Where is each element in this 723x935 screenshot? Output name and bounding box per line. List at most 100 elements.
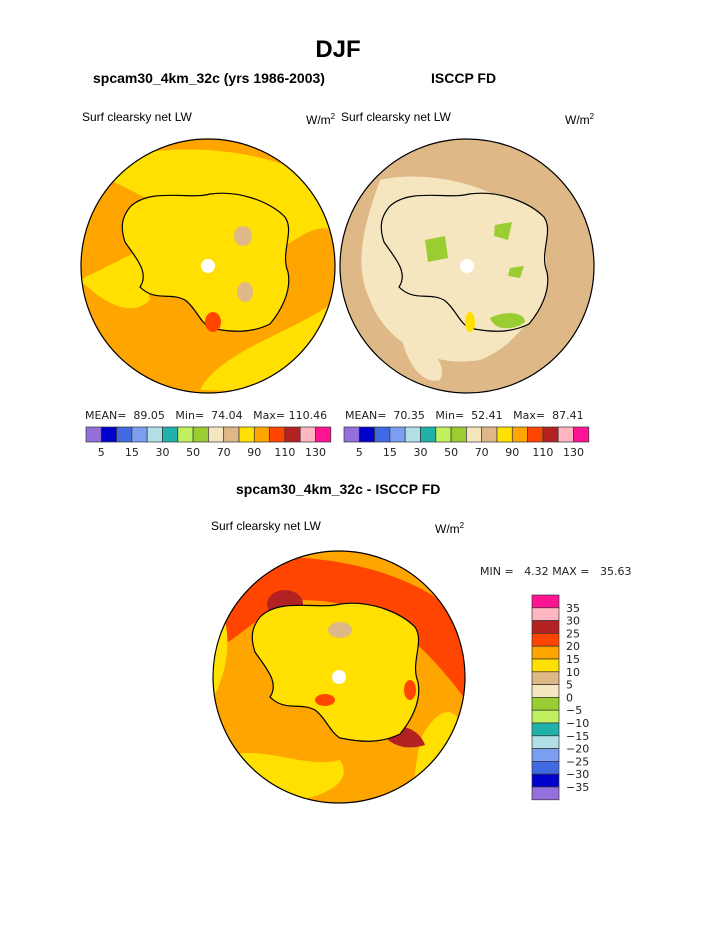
colorbar-label: −25 (566, 755, 589, 768)
colorbar-label: −15 (566, 730, 589, 743)
colorbar-label: 110 (532, 446, 553, 459)
colorbar-swatch (531, 786, 560, 801)
colorbar-label: 50 (186, 446, 200, 459)
colorbar-swatch (116, 426, 133, 443)
colorbar-swatch (374, 426, 391, 443)
colorbar-swatch (542, 426, 559, 443)
colorbar-swatch (531, 594, 560, 609)
colorbar-label: 30 (414, 446, 428, 459)
colorbar-swatch (315, 426, 332, 443)
colorbar-swatch (511, 426, 528, 443)
colorbar-swatch (531, 671, 560, 685)
colorbar-label: 130 (305, 446, 326, 459)
panel3-title: spcam30_4km_32c - ISCCP FD (236, 481, 441, 497)
colorbar-swatch (450, 426, 467, 443)
colorbar-swatch (162, 426, 179, 443)
colorbar-swatch (531, 748, 560, 762)
colorbar-label: 10 (566, 666, 580, 679)
colorbar-label: 20 (566, 640, 580, 653)
colorbar-swatch (466, 426, 483, 443)
colorbar-label: 15 (566, 653, 580, 666)
colorbar-swatch (253, 426, 270, 443)
panel1-variable: Surf clearsky net LW (82, 110, 192, 124)
colorbar-swatch (531, 658, 560, 673)
colorbar-swatch (531, 607, 560, 621)
colorbar-swatch (100, 426, 117, 443)
colorbar-label: −5 (566, 704, 582, 717)
colorbar-label: 50 (444, 446, 458, 459)
colorbar-swatch (177, 426, 194, 443)
colorbar-swatch (531, 645, 560, 660)
colorbar-swatch (420, 426, 437, 443)
colorbar-swatch (284, 426, 301, 443)
colorbar-swatch (496, 426, 513, 443)
colorbar-swatch (238, 426, 255, 443)
colorbar-swatch (435, 426, 452, 443)
colorbar-swatch (527, 426, 544, 443)
model-map (81, 139, 335, 393)
colorbar-swatch (531, 684, 560, 698)
colorbar-label: 5 (98, 446, 105, 459)
panel1-title: spcam30_4km_32c (yrs 1986-2003) (93, 70, 325, 86)
map1-border (80, 138, 336, 394)
colorbar-label: 70 (475, 446, 489, 459)
colorbar-swatch (404, 426, 421, 443)
colorbar-swatch (358, 426, 375, 443)
colorbar-swatch (531, 697, 560, 711)
colorbar-swatch (531, 735, 560, 749)
figure-title: DJF (315, 36, 361, 63)
map3-border (212, 550, 466, 804)
colorbar-label: −20 (566, 743, 589, 756)
colorbar-swatch (343, 426, 360, 443)
colorbar-swatch (146, 426, 163, 443)
pole-marker (460, 259, 474, 273)
colorbar-label: 15 (125, 446, 139, 459)
colorbar-label: 30 (566, 615, 580, 628)
colorbar-swatch (573, 426, 590, 443)
panel1-units: W/m2 (306, 112, 336, 127)
panel2-units: W/m2 (565, 112, 595, 127)
colorbar-swatch (531, 773, 560, 788)
colorbar-label: 0 (566, 691, 573, 704)
colorbar-label: 5 (356, 446, 363, 459)
colorbar-obs: 5 15 30 50 70 90 110 130 (343, 426, 590, 459)
panel3-variable: Surf clearsky net LW (211, 519, 321, 533)
colorbar-label: 90 (505, 446, 519, 459)
colorbar-swatch (481, 426, 498, 443)
panel1-stats: MEAN= 89.05 Min= 74.04 Max= 110.46 (85, 409, 328, 422)
colorbar-swatch (531, 761, 560, 775)
colorbar-label: −35 (566, 781, 589, 794)
colorbar-swatch (85, 426, 102, 443)
colorbar-label: 130 (563, 446, 584, 459)
panel2-title: ISCCP FD (431, 70, 497, 86)
colorbar-model: 5 15 30 50 70 90 110 130 (85, 426, 332, 459)
colorbar-swatch (531, 620, 560, 634)
colorbar-label: −10 (566, 717, 589, 730)
colorbar-label: 35 (566, 602, 580, 615)
colorbar-label: 110 (274, 446, 295, 459)
colorbar-label: 5 (566, 679, 573, 692)
colorbar-swatch (223, 426, 240, 443)
colorbar-label: 15 (383, 446, 397, 459)
colorbar-label: 25 (566, 627, 580, 640)
colorbar-label: 70 (217, 446, 231, 459)
colorbar-swatch (389, 426, 406, 443)
colorbar-swatch (531, 633, 560, 647)
colorbar-swatch (192, 426, 209, 443)
panel2-variable: Surf clearsky net LW (341, 110, 451, 124)
colorbar-swatch (269, 426, 286, 443)
panel2-stats: MEAN= 70.35 Min= 52.41 Max= 87.41 (345, 409, 584, 422)
colorbar-swatch (299, 426, 316, 443)
pole-marker (332, 670, 346, 684)
colorbar-label: 90 (247, 446, 261, 459)
colorbar-label: −30 (566, 768, 589, 781)
colorbar-swatch (557, 426, 574, 443)
panel3-units: W/m2 (435, 521, 465, 536)
colorbar-swatch (531, 709, 560, 724)
colorbar-label: 30 (156, 446, 170, 459)
map2-border (339, 138, 595, 394)
panel3-stats: MIN = 4.32 MAX = 35.63 (480, 565, 632, 578)
